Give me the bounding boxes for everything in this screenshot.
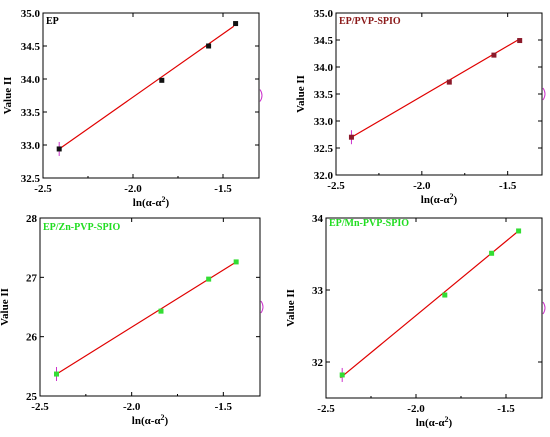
data-point [348, 134, 354, 140]
y-tick-label: 34.0 [314, 62, 334, 74]
y-tick-label: 33.0 [21, 140, 41, 152]
y-axis-label: Value II [2, 77, 14, 115]
x-axis-label-base: ln(α-α [416, 417, 446, 429]
y-tick-label: 26 [26, 332, 38, 344]
x-axis-label: ln(α-α2) [132, 413, 169, 427]
plot-frame [39, 217, 261, 397]
chart-panel-4: -2.5 -2.0 -1.5 32 33 34 ln(α-α2) Value II EP/Mn-… [285, 213, 546, 429]
y-axis-label: Value II [285, 289, 297, 327]
y-axis-label: Value II [0, 288, 11, 326]
y-tick-label: 27 [26, 272, 38, 284]
x-axis-label-end: ) [166, 197, 170, 209]
x-tick-label: -1.5 [214, 183, 232, 195]
x-tick-label: -2.0 [407, 403, 425, 415]
y-axis-label: Value II [295, 75, 307, 113]
data-point [233, 259, 239, 265]
chart-panel-3: -2.5 -2.0 -1.5 25 26 27 28 ln(α-α2) Value II EP/Z… [0, 213, 264, 427]
x-axis-label-base: ln(α-α [421, 194, 451, 206]
data-point [516, 228, 522, 234]
data-point [159, 77, 165, 83]
data-point [491, 52, 497, 58]
y-tick-label: 34 [312, 213, 324, 225]
x-axis-label: ln(α-α2) [421, 192, 458, 206]
y-tick-label: 33 [312, 285, 324, 297]
x-axis-label-sup: 2 [161, 413, 165, 422]
x-tick-label: -2.0 [413, 180, 431, 192]
linear-fit-line [57, 25, 235, 151]
linear-fit-line [340, 231, 518, 379]
edge-marker [259, 89, 263, 102]
y-tick-label: 25 [26, 391, 38, 403]
x-tick-label: -1.5 [497, 403, 515, 415]
y-tick-label: 35.0 [314, 8, 334, 20]
x-axis-label: ln(α-α2) [133, 195, 170, 209]
linear-fit-line [349, 39, 519, 139]
edge-marker [260, 300, 264, 314]
chart-panel-1: -2.5 -2.0 -1.5 32.5 33.0 33.5 34.0 34.5 35.0 ln(α… [2, 8, 263, 209]
x-tick-label: -2.0 [123, 401, 141, 413]
y-tick-label: 32.0 [314, 170, 334, 182]
data-point [446, 79, 452, 85]
y-tick-label: 32.5 [21, 173, 41, 185]
data-point [158, 308, 164, 314]
edge-marker [542, 87, 546, 101]
panel-title: EP/Mn-PVP-SPIO [329, 218, 409, 229]
x-axis-label: ln(α-α2) [416, 415, 453, 429]
data-point [206, 43, 212, 49]
plot-frame [325, 217, 543, 399]
chart-panel-2: -2.5 -2.0 -1.5 32.0 32.5 33.0 33.5 34.0 34.5 35.0… [295, 8, 546, 206]
x-tick-label: -2.5 [34, 183, 52, 195]
data-point [233, 21, 239, 27]
data-point [339, 372, 345, 378]
data-point [206, 276, 212, 282]
panel-title: EP [46, 16, 59, 27]
x-axis-label-sup: 2 [450, 192, 454, 201]
x-axis-label-base: ln(α-α [132, 415, 162, 427]
y-tick-label: 34.0 [21, 74, 41, 86]
linear-fit-line [54, 262, 235, 376]
plot-frame [42, 12, 260, 179]
panel-title: EP/PVP-SPIO [339, 16, 401, 27]
x-tick-label: -2.5 [327, 180, 345, 192]
x-axis-label-end: ) [454, 194, 458, 206]
x-axis-label-end: ) [449, 417, 453, 429]
x-axis-label-base: ln(α-α [133, 197, 163, 209]
data-point [517, 38, 523, 44]
y-tick-label: 32 [312, 357, 324, 369]
panel-title: EP/Zn-PVP-SPIO [43, 222, 120, 233]
edge-marker [542, 301, 546, 315]
data-point [442, 292, 448, 298]
x-tick-label: -2.5 [317, 403, 335, 415]
y-tick-label: 35.0 [21, 8, 41, 20]
x-axis-label-end: ) [165, 415, 169, 427]
data-point [489, 250, 495, 256]
y-tick-label: 34.5 [314, 35, 334, 47]
y-tick-label: 33.0 [314, 116, 334, 128]
x-tick-label: -2.0 [124, 183, 142, 195]
x-tick-label: -1.5 [499, 180, 517, 192]
x-axis-label-sup: 2 [445, 415, 449, 424]
y-tick-label: 32.5 [314, 143, 334, 155]
x-tick-label: -1.5 [215, 401, 233, 413]
data-point [56, 146, 62, 152]
x-axis-label-sup: 2 [162, 195, 166, 204]
y-tick-label: 34.5 [21, 41, 41, 53]
data-point [54, 371, 59, 377]
y-tick-label: 33.5 [21, 107, 41, 119]
y-tick-label: 33.5 [314, 89, 334, 101]
plot-frame [335, 12, 543, 176]
y-tick-label: 28 [26, 213, 38, 225]
x-tick-label: -2.5 [31, 401, 49, 413]
